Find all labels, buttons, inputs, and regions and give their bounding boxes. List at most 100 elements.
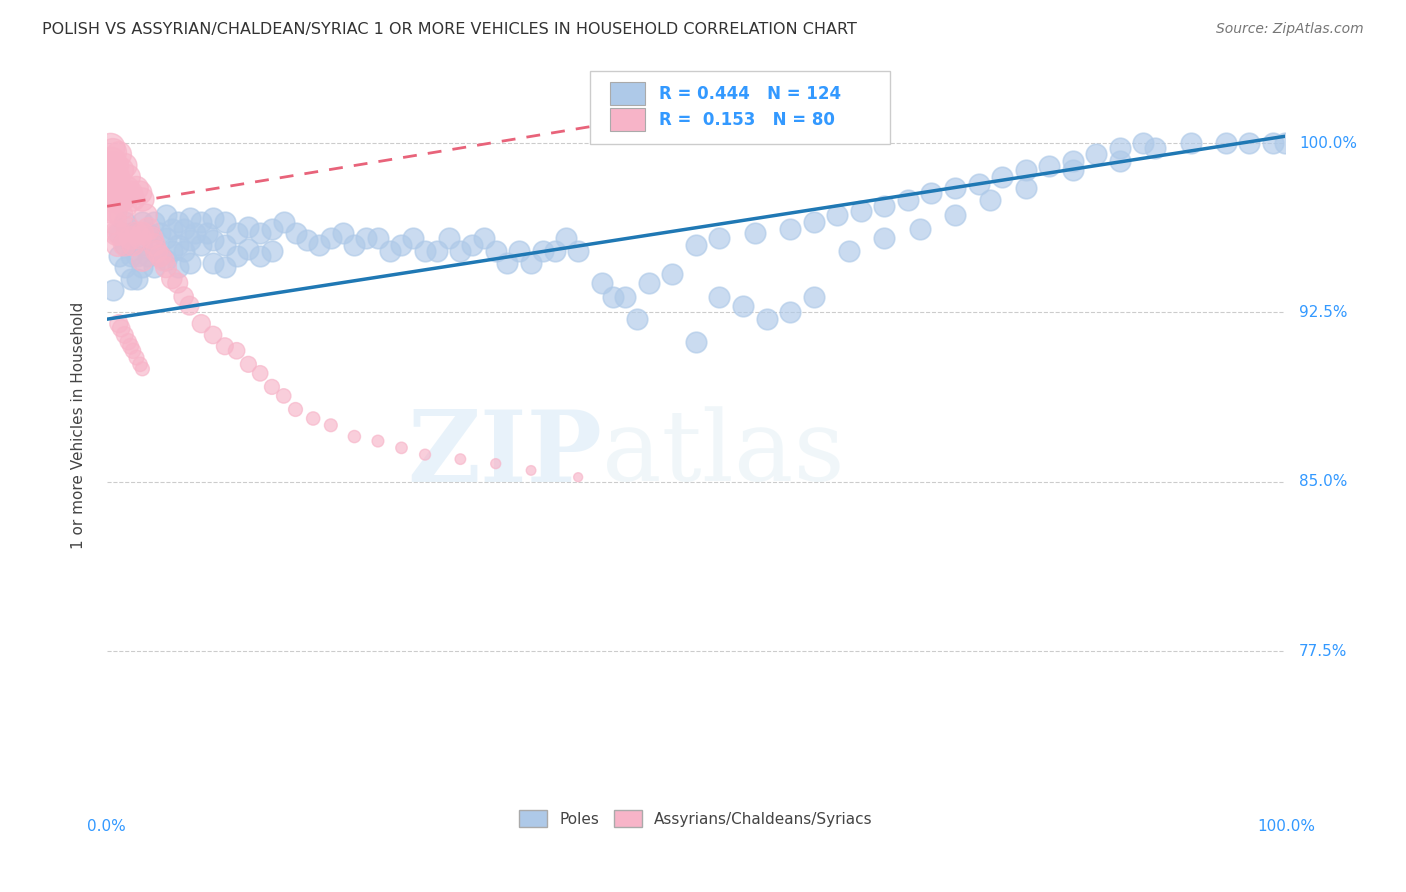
Point (413, 244, 436, 259)
Point (838, 244, 860, 259)
Point (437, 231, 460, 245)
Point (125, 181, 148, 195)
Legend: Poles, Assyrians/Chaldeans/Syriacs: Poles, Assyrians/Chaldeans/Syriacs (513, 805, 879, 833)
Text: Source: ZipAtlas.com: Source: ZipAtlas.com (1216, 22, 1364, 37)
Point (225, 227, 247, 241)
Point (160, 244, 183, 259)
Point (122, 343, 145, 358)
Point (343, 237, 366, 252)
Point (897, 193, 920, 207)
Point (166, 276, 188, 290)
Text: 0.0%: 0.0% (87, 819, 125, 834)
Bar (610, 108, 645, 131)
Point (98, 181, 121, 195)
Point (114, 237, 136, 252)
Point (485, 457, 508, 471)
Point (114, 260, 136, 275)
Point (214, 237, 236, 252)
Point (101, 177, 124, 191)
Point (531, 244, 554, 259)
Point (1015, 181, 1038, 195)
Point (129, 231, 152, 245)
Point (103, 215, 125, 229)
Bar (610, 82, 645, 105)
Point (225, 343, 247, 358)
Point (1038, 159, 1060, 173)
Point (520, 463, 543, 477)
Point (98, 159, 121, 173)
Point (284, 227, 307, 241)
Point (1144, 140, 1167, 154)
Point (378, 244, 401, 259)
Point (614, 290, 637, 304)
Point (202, 256, 225, 270)
Point (105, 169, 128, 184)
Point (943, 181, 966, 195)
Point (849, 203, 872, 218)
Point (129, 186, 152, 200)
Point (709, 290, 731, 304)
Point (108, 227, 131, 241)
Text: R =  0.153   N = 80: R = 0.153 N = 80 (659, 111, 835, 128)
Point (1109, 140, 1132, 154)
Point (114, 215, 136, 229)
Point (626, 312, 648, 326)
Point (661, 267, 683, 281)
Point (485, 244, 508, 259)
Point (402, 231, 425, 245)
Point (238, 357, 260, 371)
Point (114, 237, 136, 252)
Point (284, 402, 307, 417)
Point (104, 203, 127, 218)
Point (131, 260, 153, 275)
Text: atlas: atlas (602, 406, 845, 502)
Point (145, 244, 167, 259)
Point (449, 452, 471, 467)
Point (110, 208, 132, 222)
Point (114, 328, 136, 343)
Point (1215, 136, 1237, 150)
Point (125, 227, 148, 241)
Point (1015, 163, 1038, 178)
Point (302, 411, 325, 425)
Point (367, 434, 389, 448)
Point (120, 186, 142, 200)
Point (413, 448, 436, 462)
Point (101, 283, 124, 297)
Point (543, 244, 565, 259)
Point (166, 215, 188, 229)
Point (202, 211, 225, 225)
Point (238, 242, 260, 256)
Point (1239, 136, 1261, 150)
Point (122, 193, 145, 207)
Text: 100.0%: 100.0% (1257, 819, 1315, 834)
Point (143, 237, 166, 252)
Point (803, 215, 825, 229)
Point (1109, 154, 1132, 169)
Point (496, 256, 519, 270)
Point (214, 215, 236, 229)
Point (319, 231, 342, 245)
Text: 100.0%: 100.0% (1299, 136, 1357, 151)
Point (449, 244, 471, 259)
Point (120, 227, 142, 241)
Point (803, 290, 825, 304)
Text: ZIP: ZIP (406, 406, 602, 503)
Point (166, 237, 188, 252)
Point (114, 159, 136, 173)
Point (190, 317, 212, 331)
Point (967, 177, 990, 191)
Point (100, 140, 122, 154)
Point (214, 260, 236, 275)
Point (1132, 136, 1154, 150)
Point (108, 317, 131, 331)
Point (391, 237, 413, 252)
Point (591, 276, 613, 290)
Point (166, 260, 188, 275)
Point (461, 237, 484, 252)
Point (755, 312, 778, 326)
Point (136, 249, 159, 263)
Point (173, 290, 195, 304)
Point (110, 321, 132, 335)
Text: 77.5%: 77.5% (1299, 643, 1347, 658)
